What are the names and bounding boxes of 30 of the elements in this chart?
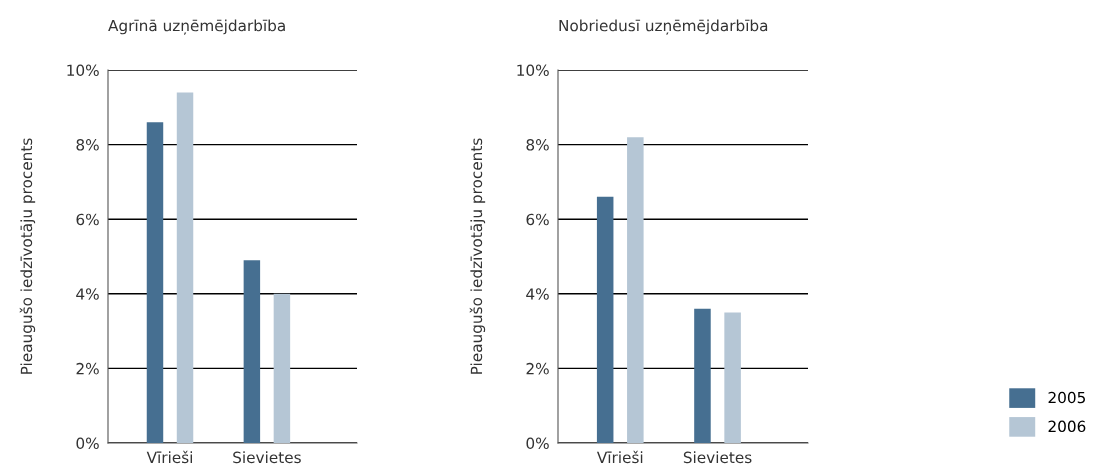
bar [627,137,644,443]
y-tick-label: 2% [526,362,549,375]
y-axis-title: Pieaugušo iedzīvotāju procents [19,138,36,374]
y-tick-label: 0% [76,437,99,450]
legend-label: 2006 [1048,420,1086,433]
y-tick-label: 4% [526,288,549,300]
bar [694,308,711,443]
bar [273,293,291,443]
y-tick-label: 10% [67,64,99,77]
x-tick-label: Sievietes [683,451,752,464]
bar [176,92,194,443]
y-tick-label: 4% [76,288,99,300]
x-tick-label: Sievietes [233,451,301,464]
y-tick-label: 0% [526,437,549,450]
y-tick-label: 6% [76,213,99,226]
y-tick-label: 10% [517,64,549,77]
y-tick-label: 8% [76,139,99,151]
x-tick-label: Vīrieši [146,450,192,464]
x-tick-label: Vīrieši [596,450,643,464]
y-tick-label: 2% [76,362,99,375]
bar [724,312,741,443]
chart-title: Agrīnā uzņēmējdarbība [108,19,285,35]
y-tick-label: 6% [526,213,549,226]
bar [146,122,164,443]
chart-title: Nobriedusī uzņēmējdarbība [559,19,768,35]
bar [596,196,614,443]
legend-label: 2005 [1048,391,1085,404]
bar [243,260,261,443]
y-tick-label: 8% [526,139,549,151]
y-axis-title: Pieaugušo iedzīvotāju procents [469,138,486,374]
